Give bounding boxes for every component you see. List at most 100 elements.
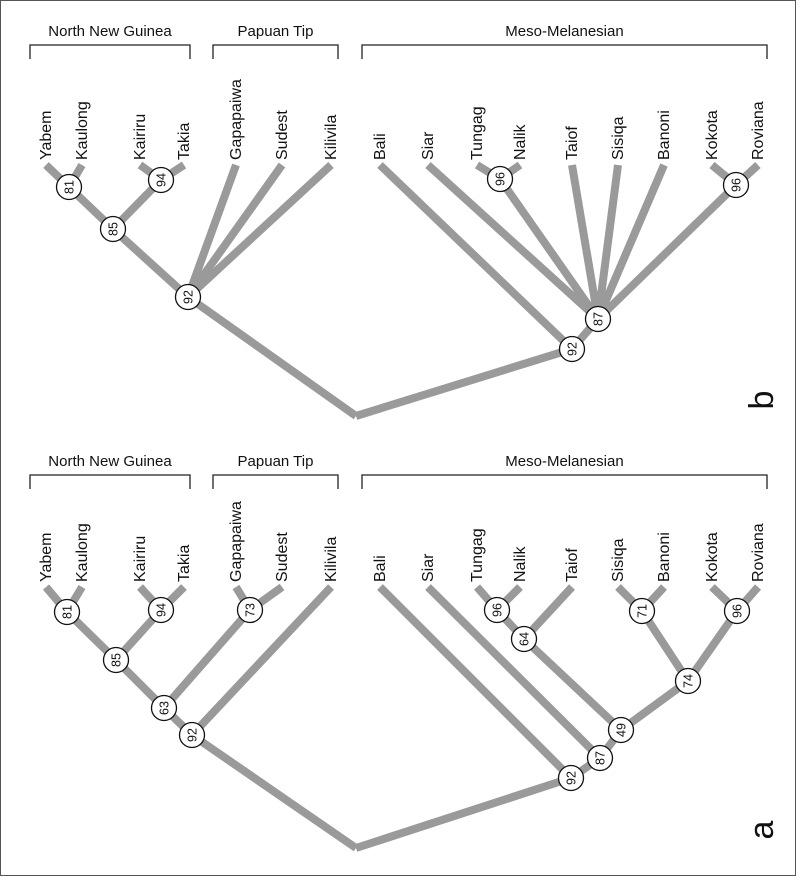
taxon-label: Taiof — [564, 548, 581, 582]
support-node: 96 — [723, 597, 751, 625]
support-node: 92 — [557, 764, 585, 792]
taxon-label: Sudest — [274, 110, 291, 160]
taxon-label: Roviana — [750, 523, 767, 582]
taxon-label: Gapapaiwa — [228, 79, 245, 160]
group-bracket — [212, 44, 339, 59]
taxon-label: Takia — [176, 545, 193, 582]
internal-branch — [638, 608, 692, 684]
group-bracket — [29, 44, 191, 59]
support-node: 87 — [586, 744, 614, 772]
internal-branch — [618, 677, 691, 734]
support-value: 81 — [63, 180, 77, 194]
support-value: 85 — [110, 653, 124, 667]
support-node: 94 — [147, 166, 175, 194]
support-value: 94 — [155, 173, 169, 187]
support-nodes-layer: 81 94 85 92 96 96 87 92 81 94 85 73 63 92 96 64 71 96 74 49… — [53, 165, 751, 792]
taxon-label: Banoni — [656, 110, 673, 160]
internal-branch — [354, 345, 574, 420]
branch-gapapaiwa — [184, 163, 240, 299]
taxon-label: Kairiru — [132, 114, 149, 160]
support-node: 63 — [150, 694, 178, 722]
taxon-label: Sisiqa — [610, 538, 627, 582]
support-node: 92 — [558, 335, 586, 363]
group-label: Papuan Tip — [238, 453, 314, 470]
taxon-label: Takia — [176, 123, 193, 160]
labels-layer: North New Guinea Papuan Tip Meso-Melanesia… — [38, 23, 781, 839]
group-bracket — [212, 474, 339, 489]
branch-bali — [377, 584, 574, 781]
support-value: 96 — [491, 603, 505, 617]
support-value: 63 — [158, 701, 172, 715]
support-node: 94 — [147, 596, 175, 624]
internal-branch — [684, 608, 741, 684]
branch-sudest — [184, 162, 286, 300]
taxon-label: Tungag — [469, 528, 486, 582]
internal-branch — [110, 226, 191, 300]
branch-banoni — [594, 163, 668, 321]
taxon-label: Kilivila — [323, 537, 340, 582]
taxon-label: Roviana — [750, 101, 767, 160]
internal-branch — [189, 731, 359, 852]
group-bracket — [361, 44, 768, 59]
support-value: 87 — [592, 312, 606, 326]
taxon-label: Gapapaiwa — [228, 501, 245, 582]
support-node: 73 — [236, 596, 264, 624]
taxon-label: Sudest — [274, 532, 291, 582]
taxon-label: Kaulong — [74, 101, 91, 160]
group-bracket — [361, 474, 768, 489]
group-bracket — [29, 474, 191, 489]
support-node: 74 — [674, 667, 702, 695]
taxon-label: Kokota — [704, 110, 721, 160]
taxon-label: Siar — [420, 553, 437, 582]
internal-branch — [160, 607, 254, 711]
support-node: 96 — [486, 165, 514, 193]
branch-kilivila — [189, 584, 334, 738]
group-label: Meso-Melanesian — [505, 23, 623, 40]
support-node: 96 — [722, 171, 750, 199]
support-value: 81 — [61, 605, 75, 619]
support-node: 81 — [53, 598, 81, 626]
support-value: 96 — [494, 172, 508, 186]
panel-letter: a — [743, 820, 781, 839]
taxon-label: Sisiqa — [610, 116, 627, 160]
support-value: 92 — [186, 728, 200, 742]
support-value: 71 — [636, 604, 650, 618]
branch-kilivila — [185, 162, 334, 300]
support-value: 87 — [594, 751, 608, 765]
internal-branch — [354, 774, 573, 852]
taxon-label: Kokota — [704, 532, 721, 582]
taxon-label: Banoni — [656, 532, 673, 582]
support-value: 85 — [107, 222, 121, 236]
support-node: 71 — [628, 597, 656, 625]
taxon-label: Tungag — [469, 106, 486, 160]
internal-branch — [185, 293, 359, 420]
branch-siar — [425, 584, 603, 761]
internal-branch — [521, 636, 624, 733]
support-value: 73 — [244, 603, 258, 617]
support-node: 64 — [510, 625, 538, 653]
support-value: 94 — [155, 603, 169, 617]
panel-letter: b — [743, 391, 781, 410]
taxon-label: Bali — [372, 555, 389, 582]
support-value: 92 — [565, 771, 579, 785]
group-label: North New Guinea — [48, 453, 172, 470]
support-node: 85 — [102, 646, 130, 674]
support-node: 81 — [55, 173, 83, 201]
support-value: 49 — [615, 723, 629, 737]
support-node: 92 — [174, 283, 202, 311]
taxon-label: Yabem — [38, 110, 55, 160]
group-label: Papuan Tip — [238, 23, 314, 40]
support-value: 64 — [518, 632, 532, 646]
taxon-label: Nalik — [512, 123, 529, 160]
support-value: 92 — [182, 290, 196, 304]
support-value: 92 — [566, 342, 580, 356]
branch-sisiqa — [594, 164, 622, 320]
taxon-label: Nalik — [512, 545, 529, 582]
taxon-label: Yabem — [38, 532, 55, 582]
support-value: 96 — [731, 604, 745, 618]
taxon-label: Bali — [372, 133, 389, 160]
branch-taiof — [568, 164, 602, 320]
